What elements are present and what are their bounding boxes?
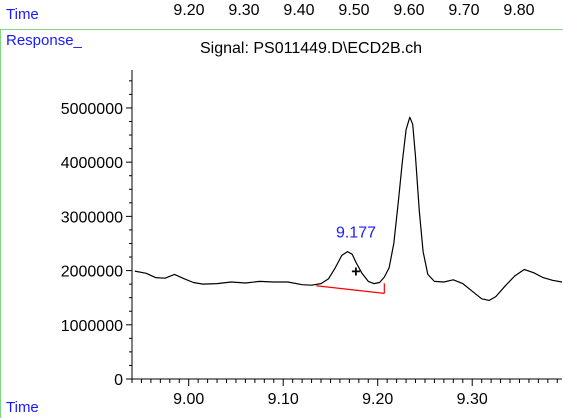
y-tick-label: 5000000 <box>61 101 123 118</box>
y-tick-label: 4000000 <box>61 155 123 172</box>
peak-label: 9.177 <box>336 225 376 242</box>
top-tick-label: 9.50 <box>338 2 370 19</box>
x-axis-label: Time <box>6 399 39 416</box>
x-tick-label: 9.30 <box>457 391 488 408</box>
y-tick-label: 1000000 <box>61 318 123 335</box>
signal-trace <box>134 116 563 301</box>
y-tick-label: 0 <box>114 372 123 389</box>
integration-baseline <box>316 285 385 294</box>
top-time-axis: Time 9.20 9.30 9.40 9.50 9.60 9.70 9.80 <box>0 0 563 26</box>
top-tick-label: 9.60 <box>393 2 425 19</box>
chart-title: Signal: PS011449.D\ECD2B.ch <box>200 40 423 57</box>
divider-line <box>0 29 563 30</box>
top-axis-label: Time <box>6 6 39 23</box>
top-tick-label: 9.30 <box>228 2 260 19</box>
y-tick-label: 3000000 <box>61 209 123 226</box>
top-tick-label: 9.20 <box>173 2 205 19</box>
x-tick-label: 9.20 <box>362 391 393 408</box>
panel-left-border <box>0 29 1 418</box>
peak-marker: + <box>351 264 360 281</box>
x-tick-label: 9.10 <box>268 391 299 408</box>
top-tick-label: 9.40 <box>283 2 315 19</box>
y-axis-label: Response_ <box>6 32 82 49</box>
x-tick-label: 9.00 <box>173 391 204 408</box>
top-tick-label: 9.70 <box>448 2 480 19</box>
top-tick-label: 9.80 <box>503 2 535 19</box>
y-tick-label: 2000000 <box>61 264 123 281</box>
